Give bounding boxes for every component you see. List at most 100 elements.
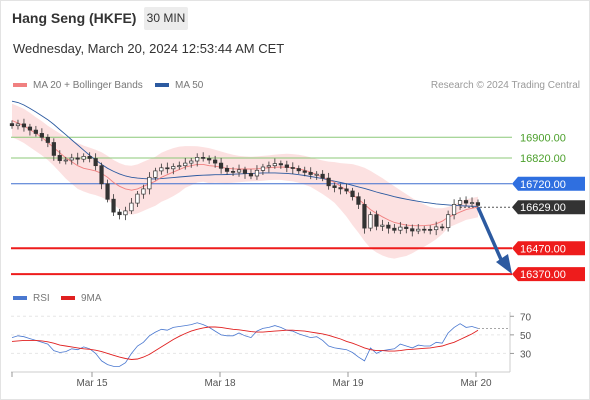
legend-ma20: MA 20 + Bollinger Bands — [13, 80, 143, 91]
level-label-pivot: 16720.00 — [512, 176, 585, 191]
candle-body — [284, 164, 289, 168]
forecast-arrow-head — [496, 254, 512, 274]
candle-body — [428, 229, 433, 231]
candle-body — [105, 183, 110, 200]
rsi-ma-legend-label: 9MA — [81, 293, 102, 304]
candle-body — [338, 187, 343, 190]
candle-body — [39, 133, 44, 138]
candle-body — [9, 123, 15, 127]
level-label-bg — [512, 241, 585, 256]
candle-body — [380, 224, 385, 227]
candle-body — [302, 170, 307, 173]
candle-body — [308, 172, 313, 175]
candle-body — [135, 193, 140, 204]
candle-body — [63, 159, 68, 162]
x-tick-label: Mar 19 — [332, 378, 364, 389]
level-label-text: 16370.00 — [520, 269, 566, 281]
candle-body — [248, 173, 254, 177]
candle-body — [147, 176, 152, 190]
candle-body — [242, 169, 248, 174]
candle-body — [290, 167, 295, 169]
candle-body — [75, 157, 80, 160]
candle-body — [207, 158, 212, 161]
level-label-bg — [512, 200, 585, 215]
candle-body — [81, 156, 86, 160]
candle-body — [224, 167, 230, 172]
rsi-tick-label: 30 — [520, 349, 532, 360]
level-label-resistance: 16820.00 — [520, 153, 566, 165]
candle-body — [451, 204, 457, 216]
candle-body — [123, 210, 128, 216]
candle-body — [183, 162, 188, 167]
candle-body — [350, 190, 355, 198]
candle-body — [368, 214, 373, 229]
candle-body — [177, 165, 182, 168]
candle-body — [171, 166, 176, 170]
forecast-arrow-shaft — [476, 206, 505, 265]
candle-body — [117, 211, 122, 216]
candle-body — [356, 196, 361, 205]
candle-body — [386, 224, 391, 229]
candle-body — [463, 200, 469, 204]
candle-body — [374, 214, 379, 227]
rsi-tick-label: 70 — [520, 312, 532, 323]
legend-rsi: RSI — [13, 293, 50, 304]
bollinger-band — [12, 103, 478, 259]
candle-body — [446, 214, 451, 228]
rsi-ma-swatch — [61, 296, 75, 301]
candle-body — [332, 185, 337, 188]
candle-body — [141, 188, 146, 195]
candle-body — [272, 163, 277, 167]
chart-header: Hang Seng (HKFE) 30 MIN — [0, 0, 590, 38]
candle-body — [457, 200, 463, 205]
candle-body — [344, 188, 349, 192]
candle-body — [57, 155, 62, 161]
candle-body — [129, 202, 134, 212]
ma50-swatch — [155, 83, 169, 88]
level-label-support: 16470.00 — [512, 241, 585, 256]
candle-body — [159, 167, 164, 172]
candle-body — [266, 165, 271, 168]
level-label-text: 16720.00 — [520, 179, 566, 191]
candle-body — [254, 169, 260, 177]
candle-body — [93, 158, 98, 167]
candle-body — [422, 228, 427, 231]
candle-body — [45, 136, 50, 143]
timeframe-badge[interactable]: 30 MIN — [144, 7, 188, 30]
candle-body — [27, 126, 33, 131]
level-label-text: 16629.00 — [520, 202, 566, 214]
candle-body — [362, 204, 367, 229]
level-label-bg — [512, 176, 585, 191]
candle-body — [296, 168, 301, 172]
candle-body — [33, 129, 38, 134]
candle-body — [218, 162, 224, 169]
rsi-legend-label: RSI — [33, 293, 50, 304]
candle-body — [314, 173, 319, 176]
rsi-tick-label: 50 — [520, 331, 532, 342]
candle-body — [21, 123, 27, 128]
x-tick-label: Mar 15 — [76, 378, 108, 389]
candle-body — [189, 160, 194, 164]
level-label-resistance: 16900.00 — [520, 132, 566, 144]
candle-body — [416, 228, 421, 232]
legend-rsi-ma: 9MA — [61, 293, 102, 304]
level-label-text: 16820.00 — [520, 153, 566, 165]
candle-body — [278, 163, 283, 166]
ma50-legend-label: MA 50 — [175, 80, 204, 91]
chart-datetime: Wednesday, March 20, 2024 12:53:44 AM CE… — [13, 41, 285, 56]
level-label-current: 16629.00 — [512, 200, 585, 215]
candle-body — [51, 142, 56, 156]
candle-body — [434, 226, 439, 231]
candle-body — [410, 228, 415, 232]
candle-body — [15, 123, 21, 127]
candle-body — [398, 226, 403, 231]
instrument-title: Hang Seng (HKFE) — [12, 10, 137, 26]
candle-body — [69, 157, 74, 161]
rsi-swatch — [13, 296, 27, 301]
candle-body — [326, 177, 331, 187]
candle-body — [230, 171, 236, 173]
candle-body — [260, 166, 266, 171]
level-label-support: 16370.00 — [512, 267, 585, 282]
candle-body — [111, 198, 116, 213]
